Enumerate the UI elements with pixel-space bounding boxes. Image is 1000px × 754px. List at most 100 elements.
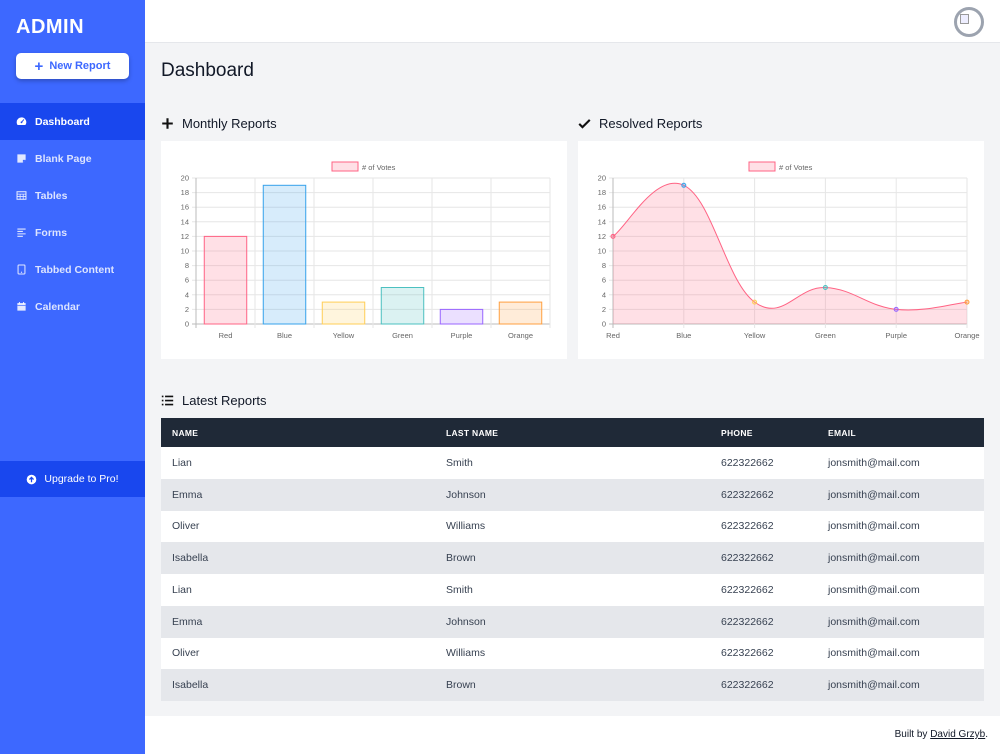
column-header-last-name[interactable]: LAST NAME <box>446 427 499 438</box>
y-tick-label: 20 <box>181 174 189 183</box>
calendar-icon <box>17 302 26 311</box>
y-tick-label: 10 <box>598 247 606 256</box>
y-tick-label: 6 <box>185 276 189 285</box>
y-tick-label: 12 <box>598 232 606 241</box>
top-header <box>145 0 1000 43</box>
plus-icon <box>162 118 173 129</box>
y-tick-label: 2 <box>602 305 606 314</box>
table-row[interactable]: Isabella Brown 622322662 jonsmith@mail.c… <box>161 669 984 701</box>
sidebar-item-tables[interactable]: Tables <box>0 177 145 214</box>
sidebar-item-forms[interactable]: Forms <box>0 214 145 251</box>
author-link[interactable]: David Grzyb <box>930 729 986 740</box>
footer-credit: Built by David Grzyb. <box>895 729 988 740</box>
x-tick-label: Blue <box>676 331 691 340</box>
sidebar-item-label: Dashboard <box>35 115 90 128</box>
x-tick-label: Green <box>815 331 836 340</box>
cell-name: Isabella <box>172 679 209 692</box>
upgrade-button[interactable]: Upgrade to Pro! <box>0 461 145 497</box>
y-tick-label: 20 <box>598 174 606 183</box>
footer: Built by David Grzyb. <box>145 716 1000 754</box>
y-tick-label: 14 <box>598 217 606 226</box>
legend-swatch <box>748 161 776 172</box>
sidebar-item-calendar[interactable]: Calendar <box>0 288 145 325</box>
table-row[interactable]: Oliver Williams 622322662 jonsmith@mail.… <box>161 637 984 670</box>
table-row[interactable]: Lian Smith 622322662 jonsmith@mail.com <box>161 574 984 606</box>
cell-name: Lian <box>172 583 192 596</box>
column-header-name[interactable]: NAME <box>172 427 199 438</box>
upgrade-label: Upgrade to Pro! <box>44 473 119 485</box>
legend-label: # of Votes <box>362 163 396 172</box>
y-tick-label: 12 <box>181 232 189 241</box>
cell-email: jonsmith@mail.com <box>828 679 920 692</box>
monthly-reports-card: # of Votes 0 2 4 6 8 10 12 14 16 18 20 Red Blue Yellow… <box>161 141 567 359</box>
table-icon <box>16 191 27 200</box>
sidebar-item-label: Blank Page <box>35 152 92 165</box>
resolved-reports-title: Resolved Reports <box>599 116 703 131</box>
y-tick-label: 0 <box>602 320 606 329</box>
x-tick-label: Red <box>606 331 620 340</box>
x-tick-label: Purple <box>451 331 473 340</box>
sticky-note-icon <box>17 154 26 163</box>
x-tick-label: Purple <box>885 331 907 340</box>
y-tick-label: 4 <box>185 290 189 299</box>
monthly-reports-bar-chart: # of Votes 0 2 4 6 8 10 12 14 16 18 20 Red Blue Yellow… <box>181 161 551 340</box>
y-tick-label: 14 <box>181 217 189 226</box>
point-blue <box>681 182 687 188</box>
y-tick-label: 16 <box>598 203 606 212</box>
area-fill <box>613 183 967 324</box>
table-row[interactable]: Isabella Brown 622322662 jonsmith@mail.c… <box>161 542 984 574</box>
sidebar-item-label: Tabbed Content <box>35 263 115 276</box>
x-tick-label: Red <box>219 331 233 340</box>
cell-last-name: Williams <box>446 520 486 533</box>
cell-name: Emma <box>172 615 203 628</box>
column-header-phone[interactable]: PHONE <box>721 427 753 438</box>
page-title: Dashboard <box>161 60 254 81</box>
x-tick-label: Yellow <box>744 331 766 340</box>
resolved-reports-card: # of Votes 0 2 4 6 8 10 12 14 16 18 20 Red Blue Yellow… <box>578 141 984 359</box>
bar-red <box>203 235 248 325</box>
sidebar-item-blank-page[interactable]: Blank Page <box>0 140 145 177</box>
cell-email: jonsmith@mail.com <box>828 456 920 469</box>
align-left-icon <box>17 228 26 237</box>
y-tick-label: 8 <box>602 261 606 270</box>
x-tick-label: Yellow <box>333 331 355 340</box>
cell-last-name: Johnson <box>446 615 486 628</box>
table-row[interactable]: Lian Smith 622322662 jonsmith@mail.com <box>161 447 984 479</box>
sidebar-item-dashboard[interactable]: Dashboard <box>0 103 145 140</box>
bar-orange <box>498 301 543 325</box>
cell-phone: 622322662 <box>721 520 774 533</box>
monthly-reports-title: Monthly Reports <box>182 116 277 131</box>
cell-phone: 622322662 <box>721 488 774 501</box>
sidebar-item-tabbed-content[interactable]: Tabbed Content <box>0 251 145 288</box>
new-report-label: New Report <box>49 60 111 72</box>
chart-legend: # of Votes <box>331 161 396 172</box>
table-row[interactable]: Oliver Williams 622322662 jonsmith@mail.… <box>161 510 984 543</box>
y-tick-label: 2 <box>185 305 189 314</box>
cell-email: jonsmith@mail.com <box>828 520 920 533</box>
table-row[interactable]: Emma Johnson 622322662 jonsmith@mail.com <box>161 605 984 638</box>
y-tick-label: 10 <box>181 247 189 256</box>
resolved-reports-area-chart: # of Votes 0 2 4 6 8 10 12 14 16 18 20 Red Blue Yellow… <box>598 161 980 340</box>
table-row[interactable]: Emma Johnson 622322662 jonsmith@mail.com <box>161 478 984 511</box>
y-tick-label: 0 <box>185 320 189 329</box>
x-tick-label: Blue <box>277 331 292 340</box>
list-icon <box>161 395 174 406</box>
sidebar-item-label: Tables <box>35 189 68 202</box>
y-tick-label: 8 <box>185 261 189 270</box>
point-green <box>822 285 828 290</box>
table-header-row: NAME LAST NAME PHONE EMAIL <box>161 418 984 447</box>
tachometer-icon <box>16 117 27 125</box>
y-tick-label: 18 <box>181 188 189 197</box>
y-tick-label: 16 <box>181 203 189 212</box>
cell-email: jonsmith@mail.com <box>828 647 920 660</box>
latest-reports-heading: Latest Reports <box>161 393 267 408</box>
cell-last-name: Williams <box>446 647 486 660</box>
arrow-circle-up-icon <box>27 474 37 484</box>
y-tick-label: 4 <box>602 290 606 299</box>
cell-name: Isabella <box>172 552 209 565</box>
bar-green <box>380 287 425 325</box>
footer-suffix: . <box>985 729 988 740</box>
avatar[interactable] <box>954 7 984 37</box>
column-header-email[interactable]: EMAIL <box>828 427 856 438</box>
new-report-button[interactable]: + New Report <box>16 53 129 79</box>
